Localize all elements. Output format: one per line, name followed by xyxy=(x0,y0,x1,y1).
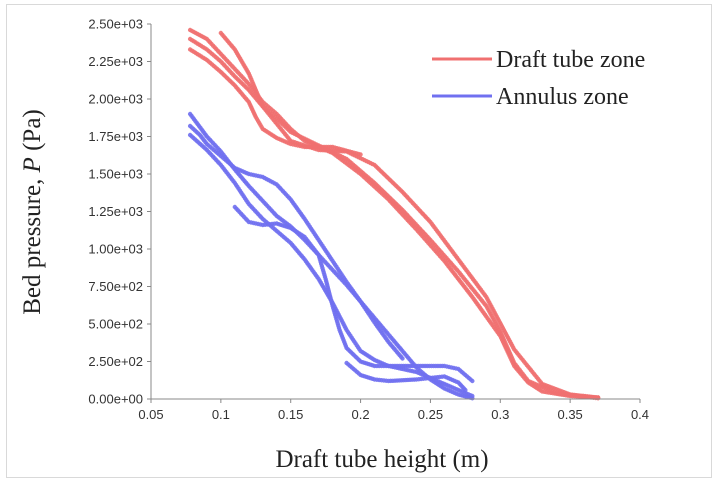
x-tick-label: 0.25 xyxy=(418,407,443,422)
figure-frame xyxy=(6,4,712,478)
y-axis-title-prefix: Bed pressure, xyxy=(19,172,46,314)
y-tick-label: 2.50e+02 xyxy=(88,354,143,369)
y-axis-title-variable: P xyxy=(19,157,46,173)
series-annulus-zone xyxy=(187,111,475,401)
x-tick-label: 0.2 xyxy=(352,407,370,422)
y-tick-label: 1.50e+03 xyxy=(88,167,143,182)
x-tick-label: 0.4 xyxy=(631,407,649,422)
series-trace xyxy=(187,47,363,157)
data-point xyxy=(470,393,475,399)
legend-label-annulus-zone: Annulus zone xyxy=(496,84,629,110)
y-tick-label: 1.25e+03 xyxy=(88,204,143,219)
x-tick-label: 0.05 xyxy=(138,407,163,422)
y-axis-title: Bed pressure, P (Pa) xyxy=(19,109,46,315)
y-tick-label: 0.00e+00 xyxy=(88,392,143,407)
legend: Draft tube zone Annulus zone xyxy=(432,47,645,110)
x-tick-label: 0.35 xyxy=(557,407,582,422)
series-trace xyxy=(344,360,468,393)
marks-layer xyxy=(187,27,601,401)
x-tick-label: 0.3 xyxy=(491,407,509,422)
data-point xyxy=(470,378,475,384)
y-tick-label: 2.25e+03 xyxy=(88,54,143,69)
y-tick-label: 2.00e+03 xyxy=(88,92,143,107)
ticks-layer: 0.05 0.1 0.15 0.2 0.25 0.3 0.35 0.4 0.00e+00 2.50… xyxy=(88,17,649,423)
series-trace xyxy=(187,123,405,361)
series-trace xyxy=(187,36,601,401)
y-tick-label: 1.00e+03 xyxy=(88,242,143,257)
series-draft-tube-zone xyxy=(187,27,601,401)
x-tick-label: 0.1 xyxy=(212,407,230,422)
y-tick-label: 2.50e+03 xyxy=(88,17,143,32)
data-point xyxy=(400,356,405,361)
y-tick-label: 7.50e+02 xyxy=(88,279,143,294)
legend-label-draft-tube-zone: Draft tube zone xyxy=(496,47,645,73)
series-trace xyxy=(232,204,475,384)
x-tick-label: 0.15 xyxy=(278,407,303,422)
y-tick-label: 5.00e+02 xyxy=(88,317,143,332)
x-axis-title: Draft tube height (m) xyxy=(275,446,488,473)
series-trace xyxy=(218,30,601,400)
data-point xyxy=(463,387,468,393)
y-axis-title-unit: (Pa) xyxy=(19,109,46,157)
y-tick-label: 1.75e+03 xyxy=(88,129,143,144)
